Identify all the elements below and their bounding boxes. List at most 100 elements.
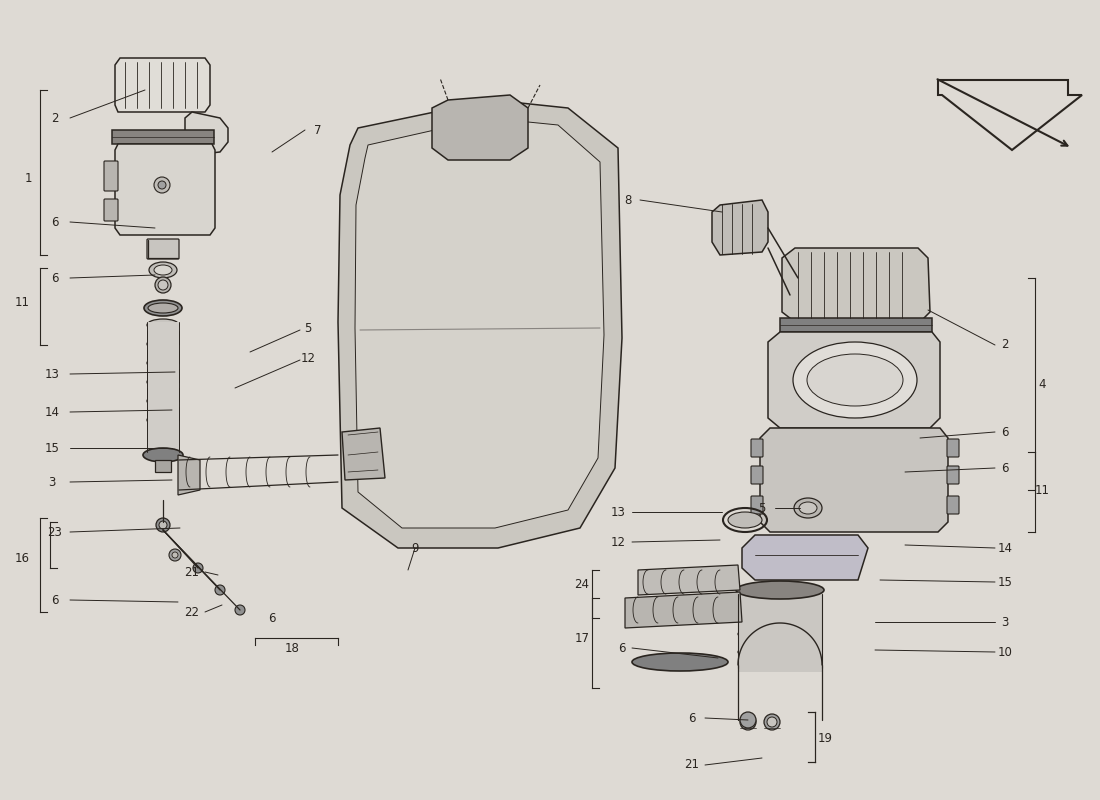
Ellipse shape [214, 585, 225, 595]
Text: 12: 12 [300, 351, 316, 365]
FancyBboxPatch shape [104, 161, 118, 191]
Ellipse shape [147, 376, 179, 388]
Polygon shape [342, 428, 385, 480]
Polygon shape [742, 535, 868, 580]
Text: 21: 21 [684, 758, 700, 771]
Ellipse shape [738, 645, 822, 659]
Ellipse shape [235, 605, 245, 615]
Text: 5: 5 [758, 502, 766, 514]
Text: 7: 7 [315, 123, 321, 137]
Ellipse shape [154, 265, 172, 275]
Ellipse shape [160, 521, 167, 529]
Ellipse shape [728, 512, 762, 528]
Ellipse shape [738, 591, 822, 605]
Ellipse shape [147, 338, 179, 350]
Text: 2: 2 [52, 111, 58, 125]
FancyBboxPatch shape [947, 466, 959, 484]
Text: 15: 15 [998, 575, 1012, 589]
Text: 8: 8 [625, 194, 631, 206]
Ellipse shape [147, 395, 179, 407]
Bar [112, 130, 214, 144]
Ellipse shape [740, 712, 756, 728]
Ellipse shape [740, 714, 756, 730]
Bar [147, 322, 179, 452]
Text: 6: 6 [1001, 462, 1009, 474]
Text: 3: 3 [48, 475, 56, 489]
Polygon shape [432, 95, 528, 160]
Ellipse shape [158, 181, 166, 189]
Ellipse shape [738, 609, 822, 623]
Text: 1: 1 [24, 171, 32, 185]
Text: 4: 4 [1038, 378, 1046, 391]
Text: 3: 3 [1001, 615, 1009, 629]
Polygon shape [116, 144, 214, 235]
Polygon shape [116, 58, 210, 112]
Polygon shape [185, 112, 228, 155]
Ellipse shape [155, 277, 170, 293]
Text: 6: 6 [52, 271, 58, 285]
Text: 19: 19 [817, 731, 833, 745]
Ellipse shape [736, 581, 824, 599]
Ellipse shape [147, 414, 179, 426]
Ellipse shape [793, 342, 917, 418]
Text: 13: 13 [610, 506, 626, 518]
Text: 5: 5 [305, 322, 311, 334]
Text: 17: 17 [574, 631, 590, 645]
Ellipse shape [154, 177, 170, 193]
FancyBboxPatch shape [751, 466, 763, 484]
Text: 14: 14 [998, 542, 1012, 554]
Bar [738, 592, 822, 672]
Ellipse shape [764, 714, 780, 730]
Polygon shape [625, 592, 742, 628]
Ellipse shape [169, 549, 182, 561]
Ellipse shape [632, 653, 728, 671]
Bar [155, 460, 170, 472]
Ellipse shape [794, 498, 822, 518]
Text: 6: 6 [1001, 426, 1009, 438]
Polygon shape [178, 455, 200, 495]
Ellipse shape [192, 563, 204, 573]
Text: 24: 24 [574, 578, 590, 591]
Ellipse shape [158, 280, 168, 290]
Text: 6: 6 [689, 711, 695, 725]
Ellipse shape [144, 300, 182, 316]
FancyBboxPatch shape [751, 496, 763, 514]
Ellipse shape [742, 717, 754, 727]
Text: 9: 9 [411, 542, 419, 554]
Polygon shape [638, 565, 740, 595]
Text: 18: 18 [285, 642, 299, 654]
Ellipse shape [148, 303, 178, 313]
Text: 6: 6 [268, 611, 276, 625]
Bar [780, 318, 932, 332]
FancyBboxPatch shape [147, 239, 179, 259]
Text: 6: 6 [52, 594, 58, 606]
Ellipse shape [147, 357, 179, 369]
Text: 22: 22 [185, 606, 199, 618]
Text: 16: 16 [14, 551, 30, 565]
Text: 15: 15 [45, 442, 59, 454]
Ellipse shape [807, 354, 903, 406]
Text: 13: 13 [45, 367, 59, 381]
Polygon shape [338, 100, 622, 548]
Polygon shape [938, 80, 1082, 150]
Ellipse shape [143, 448, 183, 462]
Text: 12: 12 [610, 535, 626, 549]
Text: 23: 23 [47, 526, 63, 538]
Text: 2: 2 [1001, 338, 1009, 351]
Ellipse shape [148, 262, 177, 278]
Ellipse shape [172, 552, 178, 558]
Polygon shape [782, 248, 929, 322]
Polygon shape [712, 200, 768, 255]
FancyBboxPatch shape [947, 439, 959, 457]
Polygon shape [355, 118, 604, 528]
Text: 10: 10 [998, 646, 1012, 658]
Text: 6: 6 [618, 642, 626, 654]
Text: 6: 6 [52, 215, 58, 229]
Text: 11: 11 [14, 297, 30, 310]
Ellipse shape [738, 627, 822, 641]
FancyBboxPatch shape [947, 496, 959, 514]
Polygon shape [760, 428, 948, 532]
Text: 11: 11 [1034, 483, 1049, 497]
Ellipse shape [156, 518, 170, 532]
Ellipse shape [147, 319, 179, 331]
